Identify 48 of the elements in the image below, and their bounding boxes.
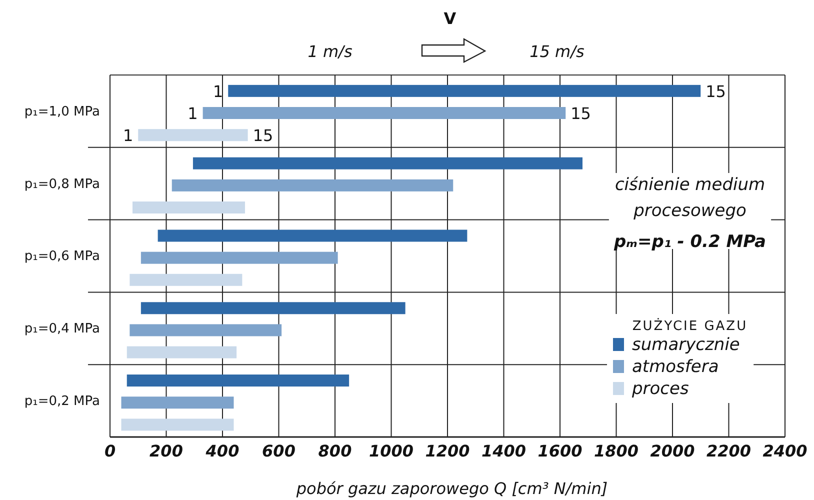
legend-title: ZUŻYCIE GAZU (632, 318, 748, 334)
bar (158, 230, 468, 242)
x-tick-label: 800 (318, 441, 352, 460)
x-tick-label: 1800 (594, 441, 639, 460)
legend-label: sumarycznie (632, 335, 740, 355)
y-tick-label: p₁=0,4 MPa (24, 322, 100, 337)
bar (126, 346, 237, 358)
bar (132, 201, 245, 214)
bar (202, 107, 566, 120)
bar (121, 396, 234, 409)
bar (172, 179, 454, 192)
x-axis-title: pobór gazu zaporowego Q [cm³ N/min] (295, 479, 608, 498)
bar (121, 418, 234, 431)
bar (138, 129, 248, 142)
y-tick-label: p₁=0,8 MPa (24, 176, 100, 192)
annotation: 1 (122, 126, 134, 146)
annotation: 15 (570, 104, 591, 124)
y-tick-label: p₁=0,6 MPa (24, 249, 100, 264)
x-tick-label: 2200 (706, 441, 752, 460)
bar (140, 252, 338, 264)
x-tick-label: 200 (150, 441, 183, 460)
annotation: pₘ=p₁ - 0.2 MPa (613, 232, 766, 252)
y-tick-label: p₁=1,0 MPa (24, 104, 100, 120)
annotation: 15 (252, 126, 274, 146)
x-tick-label: 400 (204, 441, 240, 460)
legend-label: atmosfera (632, 357, 719, 377)
text: 15 m/s (530, 42, 584, 61)
text: 1 m/s (308, 42, 352, 61)
x-tick-label: 600 (262, 441, 296, 460)
legend-label: proces (631, 379, 689, 399)
bar (140, 302, 406, 314)
x-tick-label: 0 (104, 441, 116, 460)
annotation: 1 (212, 82, 224, 101)
x-tick-label: 1200 (425, 441, 470, 460)
bar (130, 324, 282, 336)
x-tick-label: 1000 (368, 441, 414, 460)
x-tick-label: 1600 (538, 441, 582, 460)
x-tick-label: 2000 (650, 441, 695, 460)
annotation: 15 (706, 82, 726, 101)
bar (130, 274, 242, 286)
bar (228, 84, 701, 97)
annotation: 1 (188, 104, 198, 124)
text: V (444, 9, 457, 28)
x-tick-label: 2400 (762, 441, 808, 460)
x-tick-label: 1400 (481, 441, 526, 460)
bar (126, 374, 350, 387)
bar (192, 157, 582, 170)
y-tick-label: p₁=0,2 MPa (24, 394, 100, 409)
